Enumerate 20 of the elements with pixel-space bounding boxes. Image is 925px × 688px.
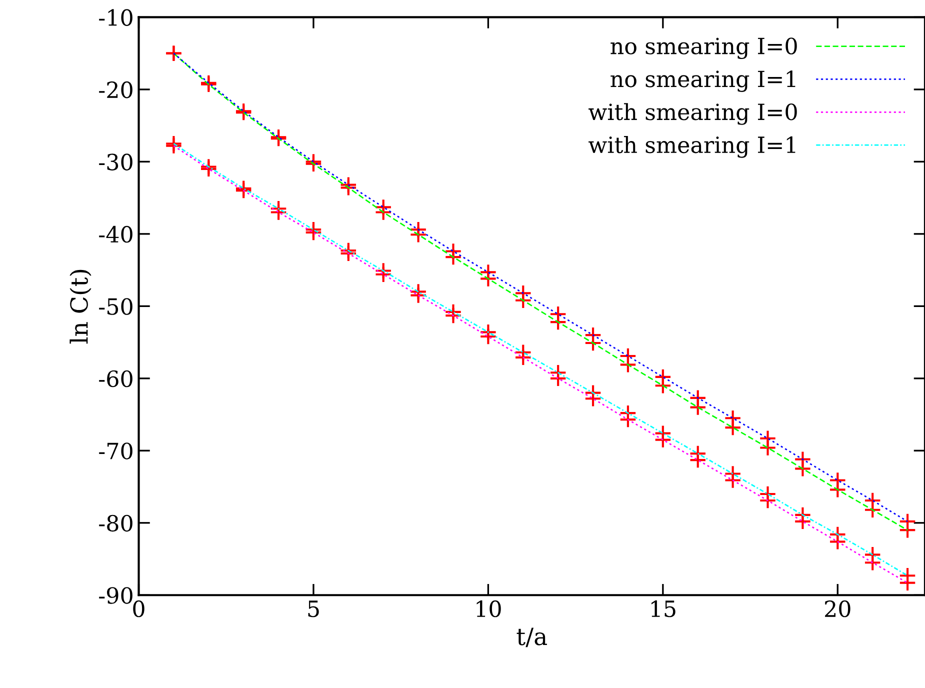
x-tick-label: 0 bbox=[133, 600, 144, 618]
y-tick-label: -90 bbox=[99, 587, 132, 604]
x-tick-label: 15 bbox=[651, 600, 676, 618]
y-tick-label: -10 bbox=[99, 9, 132, 26]
y-tick-label: -60 bbox=[99, 370, 132, 388]
x-tick-label: 5 bbox=[308, 600, 319, 618]
y-tick-label: -20 bbox=[99, 81, 132, 98]
legend-label: with smearing I=0 bbox=[588, 103, 797, 125]
y-axis-title: ln C(t) bbox=[70, 270, 92, 344]
y-tick-label: -40 bbox=[99, 226, 132, 243]
x-tick-label: 10 bbox=[476, 600, 501, 618]
y-tick-label: -30 bbox=[99, 154, 132, 170]
legend-label: no smearing I=1 bbox=[610, 70, 796, 92]
legend-label: with smearing I=1 bbox=[588, 136, 796, 158]
y-tick-label: -50 bbox=[99, 298, 132, 315]
x-tick-label: 20 bbox=[825, 600, 850, 618]
x-axis-title: t/a bbox=[516, 628, 547, 648]
y-tick-label: -70 bbox=[99, 442, 132, 460]
legend-label: no smearing I=0 bbox=[610, 38, 797, 60]
y-tick-label: -80 bbox=[99, 514, 132, 532]
